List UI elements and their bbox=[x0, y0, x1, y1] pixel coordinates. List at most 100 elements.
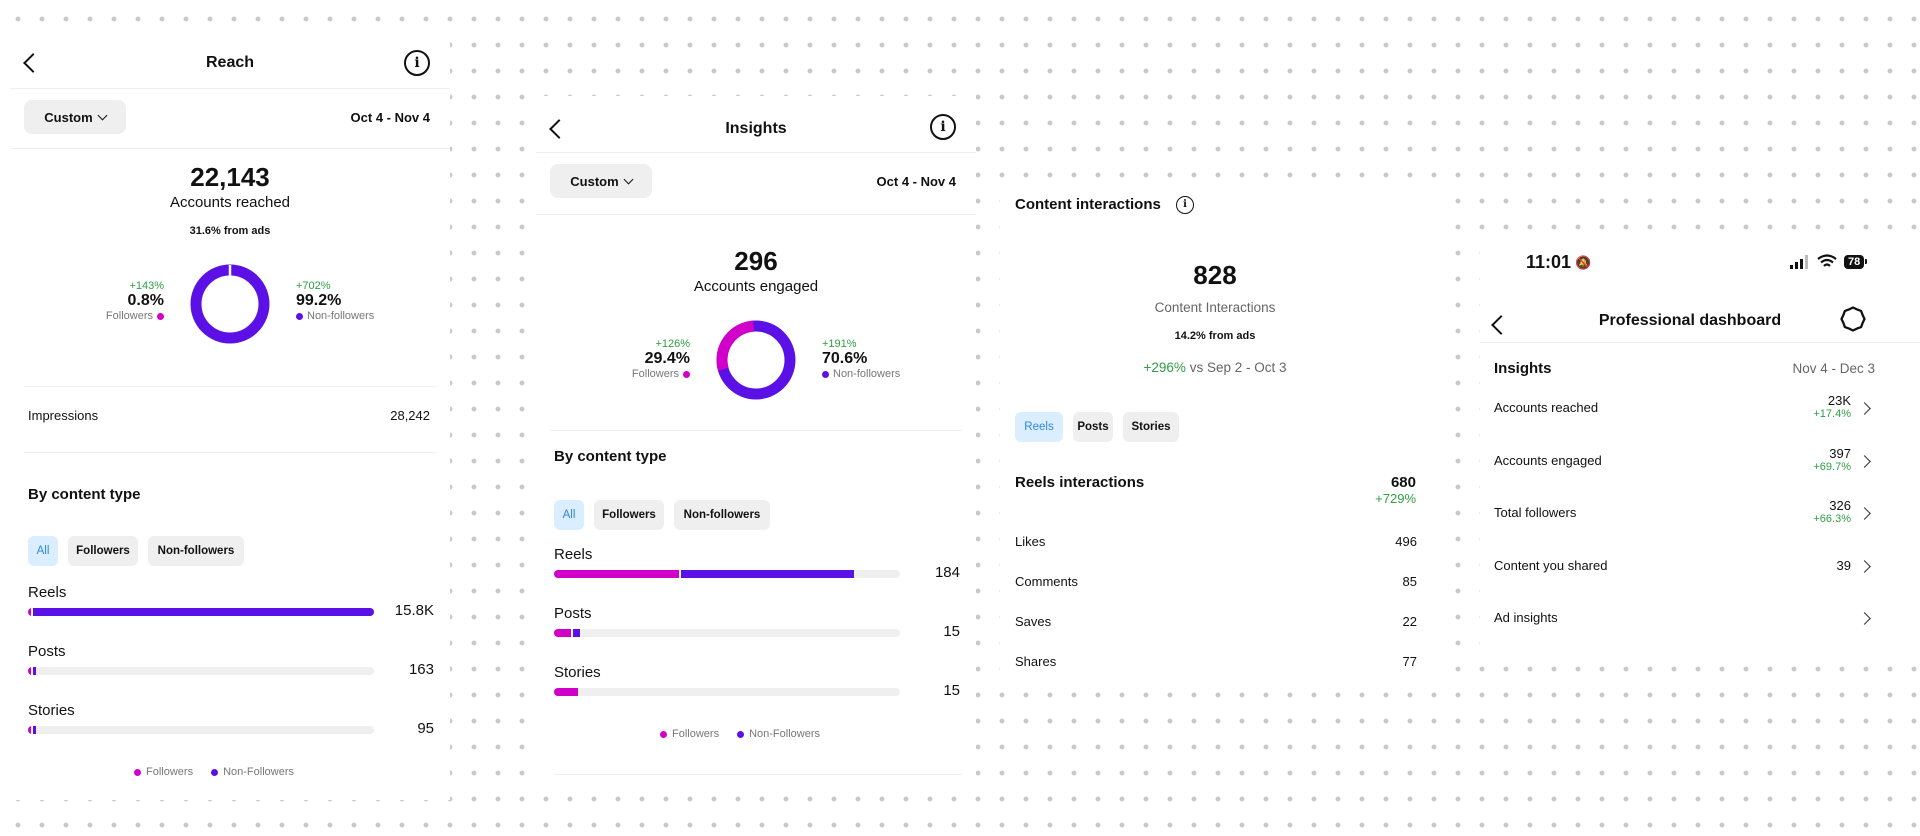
tab-reels[interactable]: Reels bbox=[1015, 412, 1063, 442]
insights-panel: Insights i Custom Oct 4 - Nov 4 296 Acco… bbox=[536, 96, 976, 776]
settings-gear-icon[interactable] bbox=[1840, 306, 1866, 332]
bell-off-icon: 🔕 bbox=[1575, 254, 1592, 270]
bar-segment-gap bbox=[571, 629, 574, 637]
bar-followers-segment bbox=[554, 570, 679, 578]
dashboard-row-label: Accounts engaged bbox=[1494, 452, 1602, 468]
ads-note: 14.2% from ads bbox=[1174, 330, 1256, 342]
legend-nonfollowers-dot-icon bbox=[211, 768, 219, 776]
bar-track bbox=[554, 570, 900, 578]
dropdown-label: Custom bbox=[44, 109, 93, 125]
chevron-right-icon bbox=[1858, 402, 1871, 415]
bar-value: 95 bbox=[417, 720, 434, 737]
clock: 11:01 bbox=[1526, 252, 1572, 272]
accounts-engaged-count: 296 bbox=[734, 246, 778, 276]
reels-interactions-title: Reels interactions bbox=[1015, 474, 1145, 491]
dashboard-row-label: Accounts reached bbox=[1494, 400, 1599, 415]
dashboard-row-label: Ad insights bbox=[1494, 610, 1558, 625]
tab-posts[interactable]: Posts bbox=[1073, 412, 1113, 442]
filter-all-pill[interactable]: All bbox=[554, 500, 584, 530]
nonfollowers-label: Non-followers bbox=[307, 310, 375, 322]
interaction-value: 77 bbox=[1402, 654, 1417, 669]
bar-followers-segment bbox=[28, 608, 32, 616]
dashboard-row-accounts-reached[interactable]: Accounts reached 23K +17.4% bbox=[1494, 393, 1875, 434]
tab-stories[interactable]: Stories bbox=[1123, 412, 1179, 442]
interaction-value: 496 bbox=[1395, 534, 1417, 549]
by-content-type-title: By content type bbox=[554, 448, 667, 465]
legend-followers: Followers bbox=[146, 766, 194, 778]
interaction-label: Saves bbox=[1015, 614, 1052, 629]
followers-label: Followers bbox=[631, 368, 679, 380]
bar-value: 184 bbox=[934, 564, 960, 581]
interaction-row-comments: Comments 85 bbox=[1015, 574, 1417, 594]
dashboard-row-label: Content you shared bbox=[1494, 557, 1608, 573]
followers-stat: +143% 0.8% Followers bbox=[50, 280, 164, 322]
reels-total-value: 680 bbox=[1390, 474, 1416, 491]
info-icon[interactable]: i bbox=[404, 50, 430, 76]
bar-nonfollowers-segment bbox=[33, 608, 374, 616]
date-filter-dropdown[interactable]: Custom bbox=[24, 100, 126, 134]
followers-change: +143% bbox=[129, 280, 164, 292]
status-time: 11:01 🔕 bbox=[1526, 252, 1591, 273]
bar-followers-segment bbox=[554, 688, 579, 696]
content-interactions-panel: Content interactions i 828 Content Inter… bbox=[1000, 182, 1440, 682]
dashboard-row-content-you-shared[interactable]: Content you shared 39 bbox=[1494, 552, 1875, 592]
bar-track bbox=[28, 608, 374, 616]
battery-level: 78 bbox=[1844, 254, 1865, 269]
bar-track bbox=[28, 726, 374, 734]
chevron-right-icon bbox=[1858, 507, 1871, 520]
interaction-row-likes: Likes 496 bbox=[1015, 534, 1417, 554]
accounts-engaged-label: Accounts engaged bbox=[693, 278, 819, 295]
followers-change: +126% bbox=[655, 338, 690, 350]
filter-nonfollowers-pill[interactable]: Non-followers bbox=[674, 500, 770, 530]
nonfollowers-pct: 99.2% bbox=[296, 292, 342, 309]
dropdown-label: Custom bbox=[570, 173, 619, 189]
bar-row-reels: Reels 15.8K bbox=[28, 584, 436, 632]
bar-nonfollowers-segment bbox=[33, 667, 36, 675]
reach-donut-chart bbox=[190, 264, 270, 344]
filter-followers-pill[interactable]: Followers bbox=[68, 536, 138, 566]
chevron-right-icon bbox=[1858, 454, 1871, 468]
dashboard-row-label: Total followers bbox=[1494, 505, 1577, 520]
bar-row-posts: Posts 163 bbox=[28, 643, 436, 691]
nonfollowers-change: +191% bbox=[822, 338, 857, 350]
bar-value: 15 bbox=[943, 682, 960, 699]
by-content-type-title: By content type bbox=[28, 486, 141, 503]
comparison-text: vs Sep 2 - Oct 3 bbox=[1189, 360, 1287, 375]
bar-label: Stories bbox=[554, 664, 601, 681]
dashboard-row-total-followers[interactable]: Total followers 326 +66.3% bbox=[1494, 498, 1875, 539]
interaction-row-saves: Saves 22 bbox=[1015, 614, 1417, 634]
ads-note: 31.6% from ads bbox=[189, 225, 271, 237]
interaction-value: 85 bbox=[1402, 574, 1417, 589]
bar-nonfollowers-segment bbox=[33, 726, 36, 734]
bar-track bbox=[554, 629, 900, 637]
info-icon[interactable]: i bbox=[930, 114, 956, 140]
nonfollowers-change: +702% bbox=[296, 280, 331, 292]
filter-nonfollowers-pill[interactable]: Non-followers bbox=[148, 536, 244, 566]
accounts-reached-count: 22,143 bbox=[190, 162, 270, 192]
chevron-down-icon bbox=[623, 174, 634, 184]
legend-nonfollowers-dot-icon bbox=[737, 730, 745, 738]
nonfollowers-stat: +702% 99.2% Non-followers bbox=[296, 280, 436, 322]
info-icon[interactable]: i bbox=[1176, 196, 1194, 214]
bar-value: 15.8K bbox=[394, 602, 434, 619]
bar-label: Posts bbox=[554, 605, 592, 622]
bar-label: Posts bbox=[28, 643, 66, 660]
dashboard-row-accounts-engaged[interactable]: Accounts engaged 397 +69.7% bbox=[1494, 446, 1875, 487]
legend-followers-dot-icon bbox=[134, 768, 141, 776]
comparison-change: +296% bbox=[1143, 360, 1186, 375]
legend-followers: Followers bbox=[672, 728, 720, 740]
filter-all-pill[interactable]: All bbox=[28, 536, 58, 566]
bar-followers-segment bbox=[554, 629, 572, 637]
content-interactions-count: 828 bbox=[1193, 260, 1237, 290]
page-title: Reach bbox=[205, 54, 255, 71]
bar-nonfollowers-segment bbox=[573, 629, 581, 637]
interaction-label: Likes bbox=[1015, 534, 1046, 549]
dashboard-row-value: 23K bbox=[1827, 393, 1851, 408]
date-filter-dropdown[interactable]: Custom bbox=[550, 164, 652, 198]
status-icons: 78 bbox=[1790, 254, 1868, 269]
dashboard-row-ad-insights[interactable]: Ad insights bbox=[1494, 604, 1875, 644]
bar-segment-gap bbox=[31, 726, 33, 734]
bar-row-reels: Reels 184 bbox=[554, 546, 962, 594]
page-title: Insights bbox=[725, 120, 787, 137]
filter-followers-pill[interactable]: Followers bbox=[594, 500, 664, 530]
